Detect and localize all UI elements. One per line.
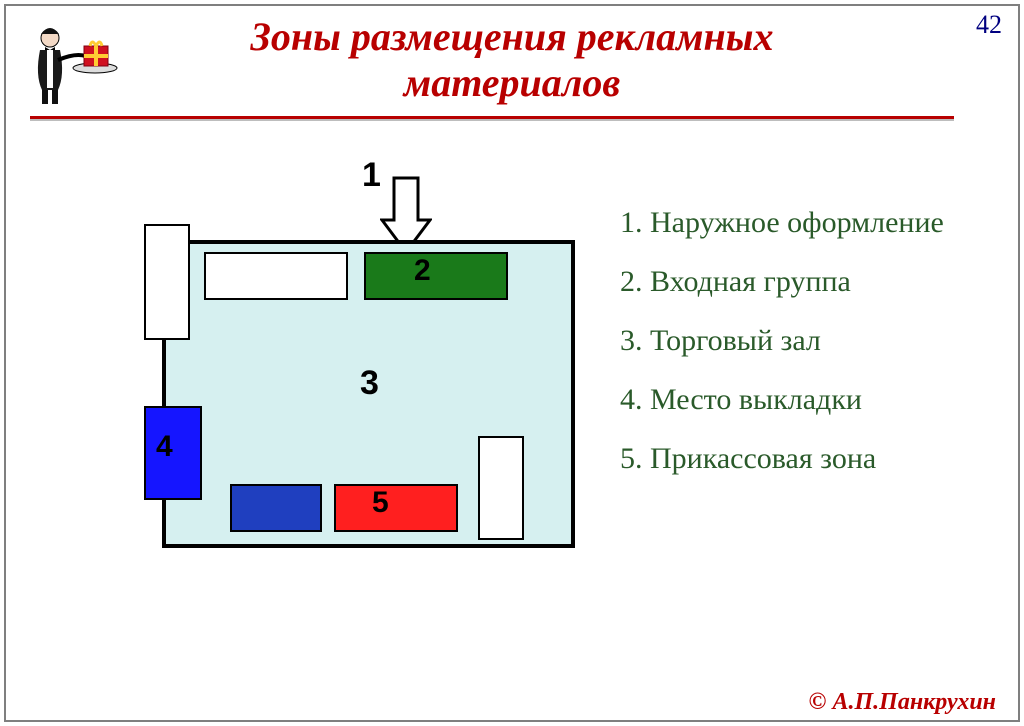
zone-label-3: 3	[360, 364, 379, 403]
zone-label-1: 1	[362, 156, 381, 195]
title-underline	[30, 116, 954, 119]
slide-title-wrap: Зоны размещения рекламных материалов	[140, 14, 884, 106]
legend-item-2: Входная группа	[650, 259, 984, 304]
box-top-white-vert	[144, 224, 190, 340]
box-display-blue	[144, 406, 202, 500]
slide-number: 42	[976, 10, 1002, 40]
legend-item-3: Торговый зал	[650, 318, 984, 363]
box-checkout-red	[334, 484, 458, 532]
box-top-white-horiz	[204, 252, 348, 300]
zone-label-2: 2	[414, 254, 431, 288]
legend-item-1: Наружное оформление	[650, 200, 984, 245]
legend-item-4: Место выкладки	[650, 377, 984, 422]
legend: Наружное оформление Входная группа Торго…	[600, 200, 984, 495]
slide-footer: © А.П.Панкрухин	[809, 689, 996, 716]
zone-label-5: 5	[372, 486, 389, 520]
box-bottom-blue	[230, 484, 322, 532]
box-entrance-green	[364, 252, 508, 300]
waiter-gift-icon	[20, 20, 120, 110]
floor-plan-diagram: 1 2 3 4 5	[80, 140, 580, 560]
legend-item-5: Прикассовая зона	[650, 436, 984, 481]
legend-list: Наружное оформление Входная группа Торго…	[600, 200, 984, 481]
slide-title: Зоны размещения рекламных материалов	[140, 14, 884, 106]
zone-label-4: 4	[156, 430, 173, 464]
box-right-white	[478, 436, 524, 540]
